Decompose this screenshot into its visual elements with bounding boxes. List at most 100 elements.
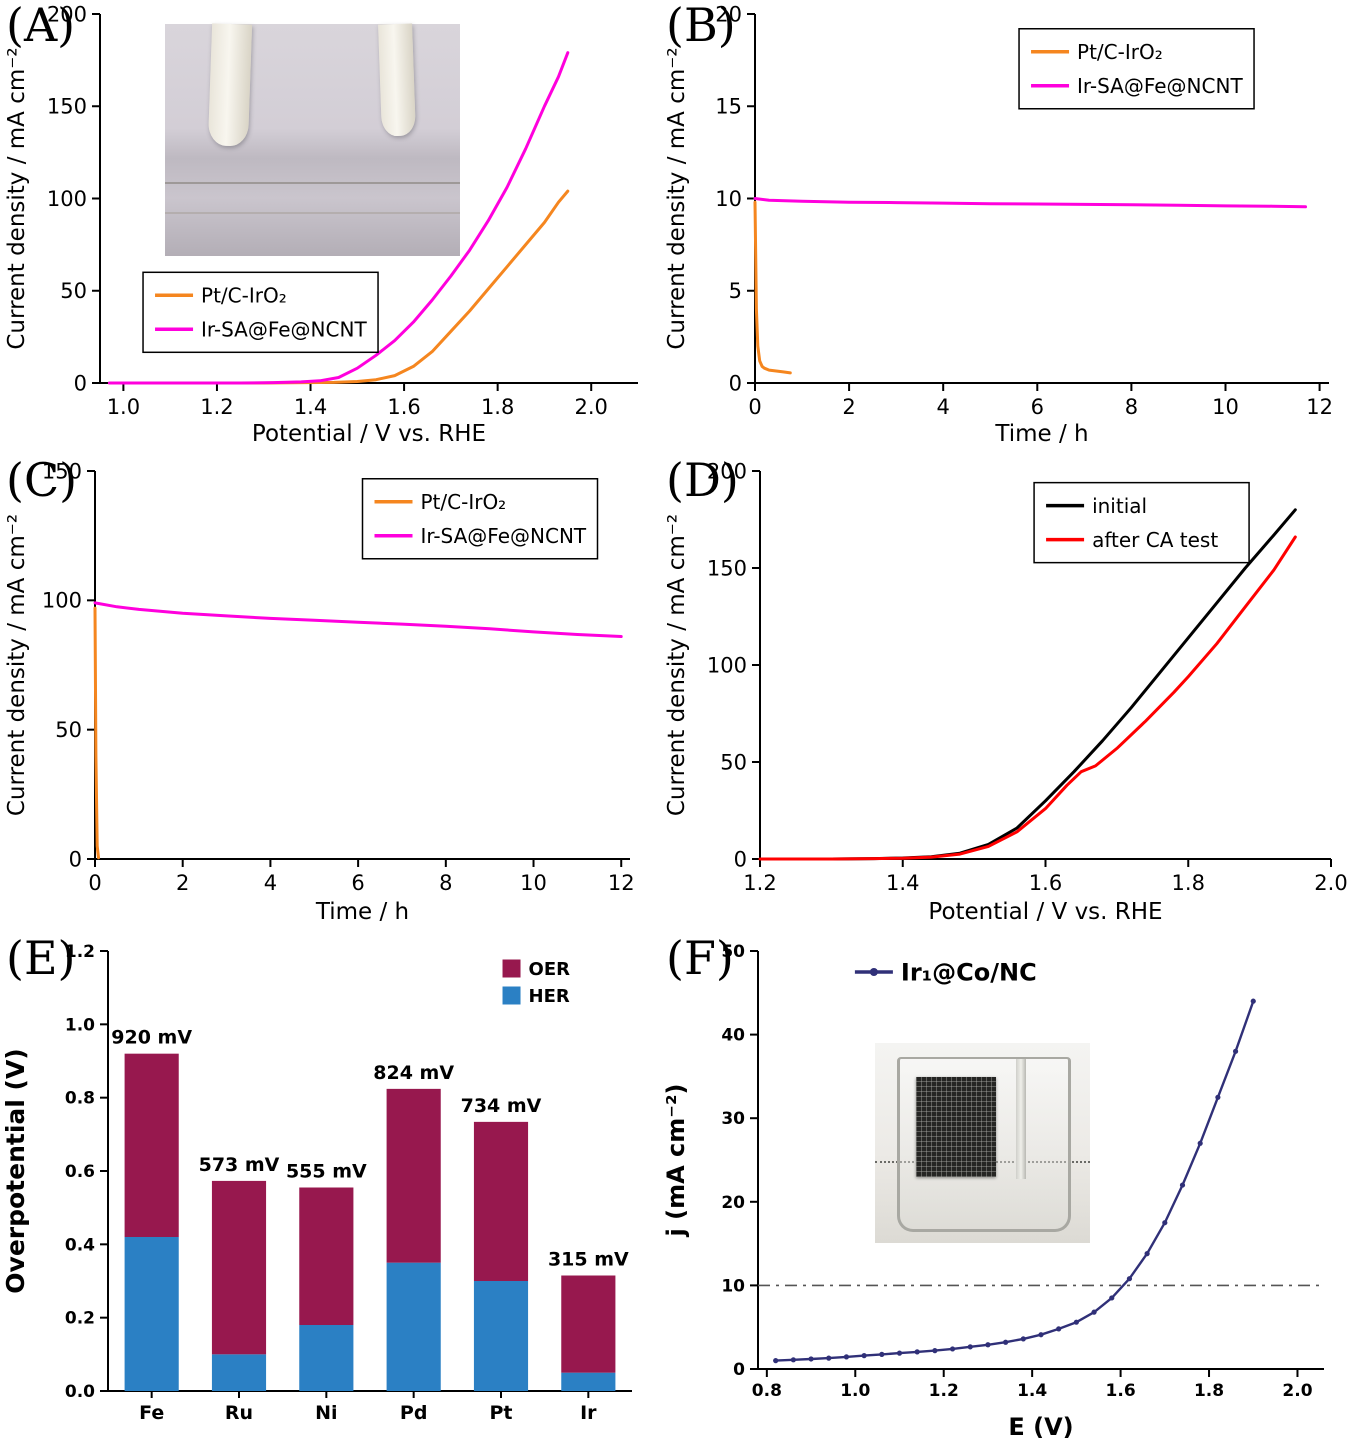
glass-rim-line [165,212,460,214]
svg-text:20: 20 [721,1193,745,1213]
series-B [753,197,1307,209]
chart-svg-A: 0 50 100 150 200 1.0 1.2 1.4 1.6 1.8 2.0 Pt/C-IrO₂ I… [4,2,638,447]
series-A [107,51,570,385]
legend-box-B [1018,28,1255,110]
svg-text:2: 2 [842,395,855,419]
svg-text:0: 0 [748,395,761,419]
svg-text:Ir-SA@Fe@NCNT: Ir-SA@Fe@NCNT [1077,74,1243,98]
svg-text:12: 12 [608,871,635,895]
chart-svg-B: 0 5 10 15 20 0 2 4 6 8 10 12 Pt/C-IrO₂ Ir-SA@Fe@NCNT T… [664,2,1333,447]
chart-svg-D: 0 50 100 150 200 1.2 1.4 1.6 1.8 2.0 initial after … [664,459,1348,925]
svg-text:Pd: Pd [400,1402,428,1424]
svg-text:4: 4 [937,395,950,419]
panel-C: (C) 0 50 100 150 0 2 4 6 8 10 12 Pt/C-IrO₂ Ir-SA@Fe@… [0,455,660,933]
svg-text:1.6: 1.6 [387,395,420,419]
svg-text:Ni: Ni [315,1402,337,1424]
bar-oer-Ir [561,1275,616,1373]
chart-F-lsv: 0 10 20 30 40 50 0.8 1.0 1.2 1.4 1.6 1.8 2.0 Ir₁@Co/N… [660,933,1359,1449]
bar-her-Pd [386,1262,441,1391]
svg-text:Current density / mA cm⁻²: Current density / mA cm⁻² [4,514,30,816]
svg-text:20: 20 [715,2,742,26]
svg-text:315 mV: 315 mV [548,1249,629,1271]
svg-text:40: 40 [721,1026,745,1046]
bar-her-Fe [124,1237,179,1391]
bar-oer-Ni [299,1187,354,1325]
panel-label-F: (F) [666,931,734,985]
svg-text:0: 0 [69,847,82,871]
svg-text:30: 30 [721,1109,745,1129]
svg-text:Pt/C-IrO₂: Pt/C-IrO₂ [1077,40,1163,64]
inset-photo-beaker-cell [875,1043,1090,1243]
chart-B-stability: 0 5 10 15 20 0 2 4 6 8 10 12 Pt/C-IrO₂ Ir-SA@Fe@NCNT T… [660,0,1359,455]
svg-text:100: 100 [707,653,747,677]
panel-label-E: (E) [6,931,76,985]
svg-text:HER: HER [529,986,570,1007]
svg-text:8: 8 [1125,395,1138,419]
svg-text:1.6: 1.6 [1029,871,1062,895]
svg-text:Overpotential (V): Overpotential (V) [1,1048,30,1293]
svg-text:Current density / mA cm⁻²: Current density / mA cm⁻² [664,514,690,816]
svg-text:1.0: 1.0 [107,395,140,419]
svg-text:1.2: 1.2 [65,942,95,962]
series-D [758,535,1297,861]
series-C [93,606,100,860]
svg-text:2: 2 [176,871,189,895]
chart-svg-F: 0 10 20 30 40 50 0.8 1.0 1.2 1.4 1.6 1.8 2.0 Ir₁@Co/N… [662,942,1324,1441]
svg-text:Potential / V vs. RHE: Potential / V vs. RHE [928,899,1162,925]
svg-text:1.8: 1.8 [1172,871,1205,895]
bar-oer-Pd [386,1088,441,1263]
panel-F: (F) 0 10 20 30 40 50 0.8 1.0 1.2 1.4 1.6 1.8 2.0 Ir₁@… [660,933,1359,1449]
svg-text:10: 10 [715,187,742,211]
svg-text:50: 50 [60,279,87,303]
svg-text:4: 4 [264,871,277,895]
svg-text:1.2: 1.2 [743,871,776,895]
svg-text:573 mV: 573 mV [199,1154,280,1176]
panel-label-C: (C) [6,453,78,507]
svg-text:2.0: 2.0 [1282,1381,1312,1401]
svg-text:150: 150 [707,556,747,580]
svg-text:2.0: 2.0 [575,395,608,419]
svg-text:Pt: Pt [489,1402,512,1424]
chart-C-stability: 0 50 100 150 0 2 4 6 8 10 12 Pt/C-IrO₂ Ir-SA@Fe@NCNT… [0,455,660,933]
panel-B: (B) 0 5 10 15 20 0 2 4 6 8 10 12 Pt/C-IrO₂ Ir-SA@Fe@N… [660,0,1359,455]
svg-text:0.8: 0.8 [752,1381,782,1401]
chart-svg-E: 0.0 0.2 0.4 0.6 0.8 1.0 1.2 Fe Ru Ni Pd Pt Ir 920 mV 5… [1,942,632,1424]
svg-text:1.2: 1.2 [200,395,233,419]
svg-text:0.8: 0.8 [65,1089,95,1109]
svg-text:8: 8 [439,871,452,895]
legend-box-D [1033,481,1250,564]
svg-text:Ir: Ir [580,1402,597,1424]
mesh-electrode [916,1077,996,1177]
svg-text:0: 0 [734,847,747,871]
svg-text:1.8: 1.8 [481,395,514,419]
chart-E-overpotential-bars: 0.0 0.2 0.4 0.6 0.8 1.0 1.2 Fe Ru Ni Pd Pt Ir 920 mV 5… [0,933,660,1449]
panel-D: (D) 0 50 100 150 200 1.2 1.4 1.6 1.8 2.0 initial af… [660,455,1359,933]
svg-text:0: 0 [729,371,742,395]
svg-text:50: 50 [55,718,82,742]
svg-text:200: 200 [47,2,87,26]
svg-text:1.8: 1.8 [1194,1381,1224,1401]
svg-text:100: 100 [47,187,87,211]
svg-text:10: 10 [721,1276,745,1296]
svg-text:1.0: 1.0 [840,1381,870,1401]
svg-text:0.2: 0.2 [65,1309,95,1329]
svg-text:150: 150 [42,459,82,483]
panel-E: (E) 0.0 0.2 0.4 0.6 0.8 1.0 1.2 Fe Ru Ni Pd Pt Ir 920… [0,933,660,1449]
svg-text:Fe: Fe [139,1402,164,1424]
svg-text:10: 10 [1212,395,1239,419]
svg-text:1.6: 1.6 [1106,1381,1136,1401]
panel-label-D: (D) [666,453,739,507]
legend-box-C [361,478,599,560]
svg-text:150: 150 [47,95,87,119]
bar-oer-Pt [473,1121,529,1281]
svg-text:734 mV: 734 mV [461,1095,542,1117]
svg-text:10: 10 [520,871,547,895]
svg-text:1.0: 1.0 [65,1015,95,1035]
svg-text:1.4: 1.4 [1017,1381,1047,1401]
liquid-surface-line [165,182,460,184]
glass-rod [1016,1059,1026,1179]
svg-text:555 mV: 555 mV [286,1161,367,1183]
svg-text:50: 50 [720,750,747,774]
svg-text:0: 0 [733,1360,745,1380]
legend-box-A [142,271,379,354]
